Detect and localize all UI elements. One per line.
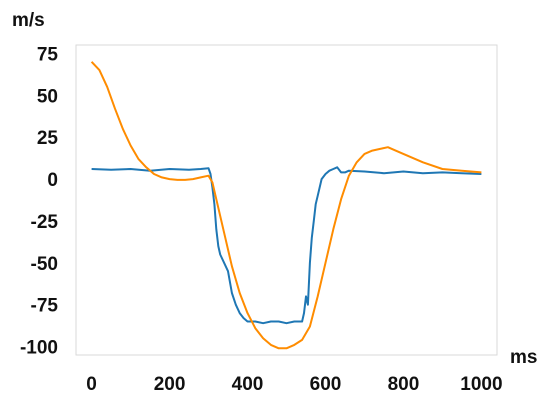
y-tick-label: -75 (31, 296, 59, 317)
x-tick-label: 400 (232, 374, 264, 395)
x-tick-label: 600 (310, 374, 342, 395)
y-tick-label: 50 (37, 86, 58, 107)
y-tick-labels: 75 50 25 0 -25 -50 -75 -100 (20, 44, 58, 358)
series-line-2 (90, 61, 482, 350)
y-tick-label: -25 (31, 212, 59, 233)
x-tick-label: 1000 (460, 374, 502, 395)
y-tick-label: -50 (31, 254, 58, 275)
x-tick-label: 800 (388, 374, 420, 395)
x-tick-labels: 0 200 400 600 800 1000 (86, 374, 502, 395)
y-tick-label: 75 (37, 44, 59, 65)
plot-frame (75, 44, 498, 356)
y-tick-label: 25 (37, 128, 59, 149)
y-tick-label: 0 (47, 170, 58, 191)
x-axis-unit: ms (510, 347, 537, 368)
y-axis-unit: m/s (12, 10, 45, 31)
x-tick-label: 0 (86, 374, 97, 395)
y-tick-label: -100 (20, 338, 58, 359)
series-lines (90, 61, 482, 350)
x-tick-label: 200 (154, 374, 186, 395)
